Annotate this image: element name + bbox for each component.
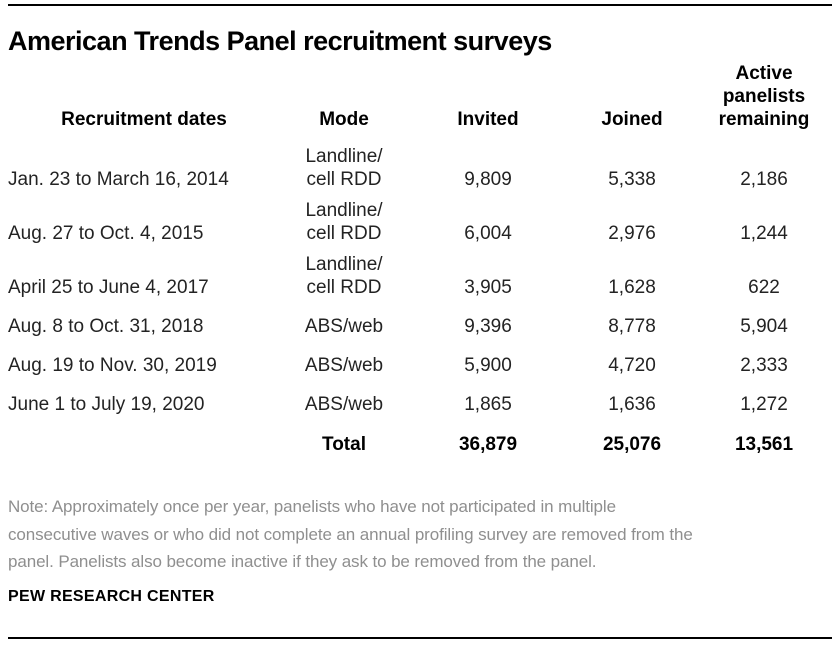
figure-note: Note: Approximately once per year, panel… bbox=[8, 493, 693, 576]
bottom-rule bbox=[8, 637, 832, 639]
column-header-joined: Joined bbox=[601, 109, 663, 130]
recruitment-table: Recruitment dates Mode Invited Joined Ac… bbox=[0, 62, 840, 456]
note-line: Note: Approximately once per year, panel… bbox=[8, 497, 616, 516]
table-row: Jan. 23 to March 16, 2014 Landline/ cell… bbox=[0, 137, 840, 191]
cell-total-label: Total bbox=[322, 434, 366, 455]
cell-dates: June 1 to July 19, 2020 bbox=[8, 394, 205, 415]
cell-invited: 5,900 bbox=[464, 355, 512, 376]
cell-joined: 8,778 bbox=[608, 316, 656, 337]
cell-joined: 2,976 bbox=[608, 223, 656, 244]
cell-mode: ABS/web bbox=[304, 355, 384, 376]
table-row: Aug. 8 to Oct. 31, 2018 ABS/web 9,396 8,… bbox=[0, 299, 840, 338]
column-header-remaining: Active panelists remaining bbox=[718, 63, 810, 130]
cell-remaining: 1,244 bbox=[740, 223, 788, 244]
cell-invited: 9,396 bbox=[464, 316, 512, 337]
cell-total-invited: 36,879 bbox=[458, 434, 518, 455]
cell-dates: April 25 to June 4, 2017 bbox=[8, 277, 209, 298]
table-row: April 25 to June 4, 2017 Landline/ cell … bbox=[0, 245, 840, 299]
figure-title: American Trends Panel recruitment survey… bbox=[8, 26, 552, 56]
cell-invited: 3,905 bbox=[464, 277, 512, 298]
table-row: Aug. 27 to Oct. 4, 2015 Landline/ cell R… bbox=[0, 191, 840, 245]
cell-mode: ABS/web bbox=[304, 316, 384, 337]
table-total-row: Total 36,879 25,076 13,561 bbox=[0, 416, 840, 456]
table-row: Aug. 19 to Nov. 30, 2019 ABS/web 5,900 4… bbox=[0, 338, 840, 377]
cell-mode: Landline/ cell RDD bbox=[305, 146, 383, 190]
cell-total-joined: 25,076 bbox=[602, 434, 662, 455]
cell-invited: 9,809 bbox=[464, 169, 512, 190]
cell-dates: Jan. 23 to March 16, 2014 bbox=[8, 169, 229, 190]
cell-remaining: 2,186 bbox=[740, 169, 788, 190]
cell-joined: 1,628 bbox=[608, 277, 656, 298]
cell-remaining: 2,333 bbox=[740, 355, 788, 376]
cell-remaining: 5,904 bbox=[740, 316, 788, 337]
cell-dates: Aug. 19 to Nov. 30, 2019 bbox=[8, 355, 217, 376]
table-header-row: Recruitment dates Mode Invited Joined Ac… bbox=[0, 62, 840, 137]
cell-joined: 4,720 bbox=[608, 355, 656, 376]
cell-remaining: 1,272 bbox=[740, 394, 788, 415]
column-header-invited: Invited bbox=[457, 109, 519, 130]
source-attribution: PEW RESEARCH CENTER bbox=[8, 588, 215, 605]
cell-mode: Landline/ cell RDD bbox=[305, 254, 383, 298]
cell-dates: Aug. 27 to Oct. 4, 2015 bbox=[8, 223, 204, 244]
cell-mode: ABS/web bbox=[304, 394, 384, 415]
note-line: panel. Panelists also become inactive if… bbox=[8, 552, 597, 571]
cell-mode: Landline/ cell RDD bbox=[305, 200, 383, 244]
column-header-dates: Recruitment dates bbox=[61, 109, 227, 130]
cell-total-remaining: 13,561 bbox=[734, 434, 794, 455]
note-line: consecutive waves or who did not complet… bbox=[8, 524, 693, 544]
column-header-mode: Mode bbox=[319, 109, 369, 130]
cell-joined: 1,636 bbox=[608, 394, 656, 415]
cell-invited: 6,004 bbox=[464, 223, 512, 244]
cell-total-empty bbox=[0, 416, 288, 456]
top-rule bbox=[8, 4, 832, 6]
cell-remaining: 622 bbox=[748, 277, 780, 298]
cell-dates: Aug. 8 to Oct. 31, 2018 bbox=[8, 316, 204, 337]
cell-joined: 5,338 bbox=[608, 169, 656, 190]
table-row: June 1 to July 19, 2020 ABS/web 1,865 1,… bbox=[0, 377, 840, 416]
cell-invited: 1,865 bbox=[464, 394, 512, 415]
